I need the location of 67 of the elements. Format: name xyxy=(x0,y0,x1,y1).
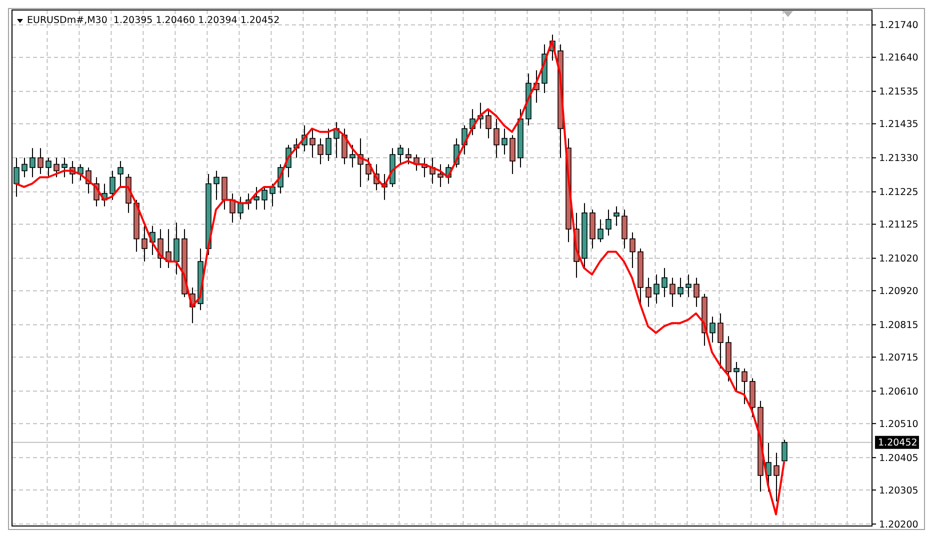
candlestick xyxy=(262,186,268,210)
candlestick xyxy=(766,442,772,492)
candlestick xyxy=(486,108,492,139)
candlestick xyxy=(350,144,356,168)
y-tick-label: 1.21640 xyxy=(879,52,918,64)
candlestick xyxy=(46,157,52,178)
y-tick-label: 1.20510 xyxy=(879,418,918,430)
candlestick xyxy=(438,164,444,188)
candlestick xyxy=(630,232,636,268)
y-tick-label: 1.20305 xyxy=(879,485,918,496)
candlestick xyxy=(510,134,516,175)
candlestick xyxy=(214,170,220,200)
candlestick xyxy=(310,128,316,158)
candlestick xyxy=(254,186,260,210)
candlestick xyxy=(710,316,716,344)
candlestick xyxy=(606,209,612,236)
y-tick-label: 1.20610 xyxy=(879,386,918,398)
candlestick xyxy=(406,148,412,165)
candlestick xyxy=(118,160,124,188)
candlestick xyxy=(270,183,276,207)
candlestick xyxy=(54,157,60,178)
y-tick-label: 1.21740 xyxy=(879,20,918,32)
candlestick xyxy=(670,277,676,308)
y-tick-label: 1.21330 xyxy=(879,153,918,164)
candlestick xyxy=(646,277,652,308)
candlestick xyxy=(694,277,700,308)
candlestick xyxy=(342,128,348,165)
candlestick xyxy=(142,225,148,262)
candlestick xyxy=(494,118,500,158)
candlestick xyxy=(38,148,44,175)
candlestick xyxy=(238,196,244,220)
y-tick-label: 1.20200 xyxy=(879,519,918,530)
candlestick xyxy=(718,312,724,369)
candlestick xyxy=(110,170,116,200)
candlestick xyxy=(622,209,628,250)
candlestick xyxy=(398,144,404,165)
candlestick xyxy=(774,452,780,502)
candlestick xyxy=(326,128,332,162)
y-tick-label: 1.20405 xyxy=(879,452,918,464)
candlestick xyxy=(614,206,620,226)
candlestick xyxy=(662,268,668,298)
y-tick-label: 1.21125 xyxy=(879,220,918,231)
candlestick xyxy=(22,157,28,178)
candlestick xyxy=(318,138,324,165)
candlestick xyxy=(222,176,228,210)
y-tick-label: 1.21535 xyxy=(879,86,918,98)
candlestick xyxy=(30,148,36,178)
y-tick-label: 1.20815 xyxy=(879,320,918,332)
candlestick xyxy=(782,439,788,462)
y-tick-label: 1.21020 xyxy=(879,254,918,265)
candlestick xyxy=(174,222,180,275)
candlestick xyxy=(654,274,660,304)
candlestick xyxy=(62,157,68,178)
y-tick-label: 1.21225 xyxy=(879,187,918,198)
candlestick xyxy=(734,361,740,392)
text: EURUSDm#,M30 1.20395 1.20460 1.20394 1.20452 xyxy=(27,15,280,26)
y-tick-label: 1.21435 xyxy=(879,119,918,130)
candlestick xyxy=(502,128,508,156)
ref-line-label: 1.20452 xyxy=(878,438,918,449)
candlestick xyxy=(230,192,236,224)
candlestick xyxy=(686,274,692,298)
y-tick-label: 1.20920 xyxy=(879,286,918,298)
candlestick xyxy=(78,164,84,181)
candlestick xyxy=(678,277,684,298)
y-tick-label: 1.20715 xyxy=(879,352,918,364)
candlestick xyxy=(598,218,604,243)
candlestick xyxy=(742,368,748,405)
